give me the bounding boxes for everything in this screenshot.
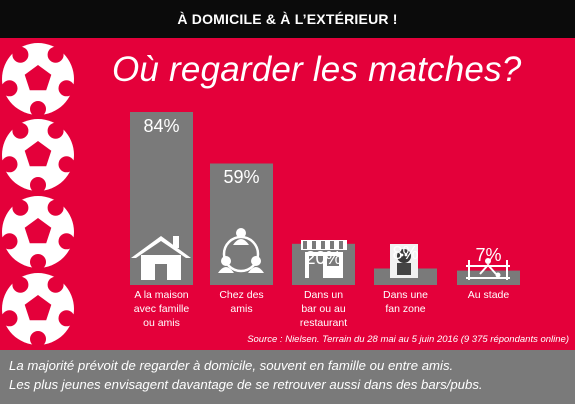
football-icon [1, 273, 75, 347]
category-label: Chez des amis [219, 289, 264, 315]
football-icon [1, 119, 75, 193]
source-note: Source : Nielsen. Terrain du 28 mai au 5… [247, 334, 569, 345]
football-icon [1, 196, 75, 270]
category-label: Dans un bar ou au restaurant [299, 289, 348, 329]
value-label: 7% [475, 244, 502, 265]
house-icon [131, 236, 191, 280]
category-label: Dans une fan zone [383, 289, 428, 315]
footer-line-2: Les plus jeunes envisagent davantage de … [9, 377, 483, 392]
bars-group [130, 112, 520, 285]
chart-title: Où regarder les matches? [112, 50, 522, 89]
header-title: À DOMICILE & À L’EXTÉRIEUR ! [177, 11, 398, 27]
football-icon [1, 43, 75, 117]
fan-zone-icon [390, 244, 418, 278]
footer-summary: La majorité prévoit de regarder à domici… [0, 350, 575, 404]
value-label: 84% [143, 116, 180, 136]
value-label: 59% [223, 167, 260, 188]
stadium-icon [466, 258, 510, 280]
category-label: Au stade [467, 289, 510, 301]
value-label: 20% [305, 247, 342, 268]
category-label: A la maison avec famille ou amis [133, 289, 190, 329]
bar [210, 163, 273, 285]
value-label: 8% [392, 242, 419, 263]
header-bar: À DOMICILE & À L’EXTÉRIEUR ! [0, 0, 575, 38]
footer-line-1: La majorité prévoit de regarder à domici… [9, 358, 454, 373]
bar-chart [1, 43, 520, 347]
chart-panel [0, 38, 575, 350]
storefront-icon [301, 240, 347, 278]
people-network-icon [218, 228, 264, 273]
football-decoration-column [1, 43, 75, 347]
